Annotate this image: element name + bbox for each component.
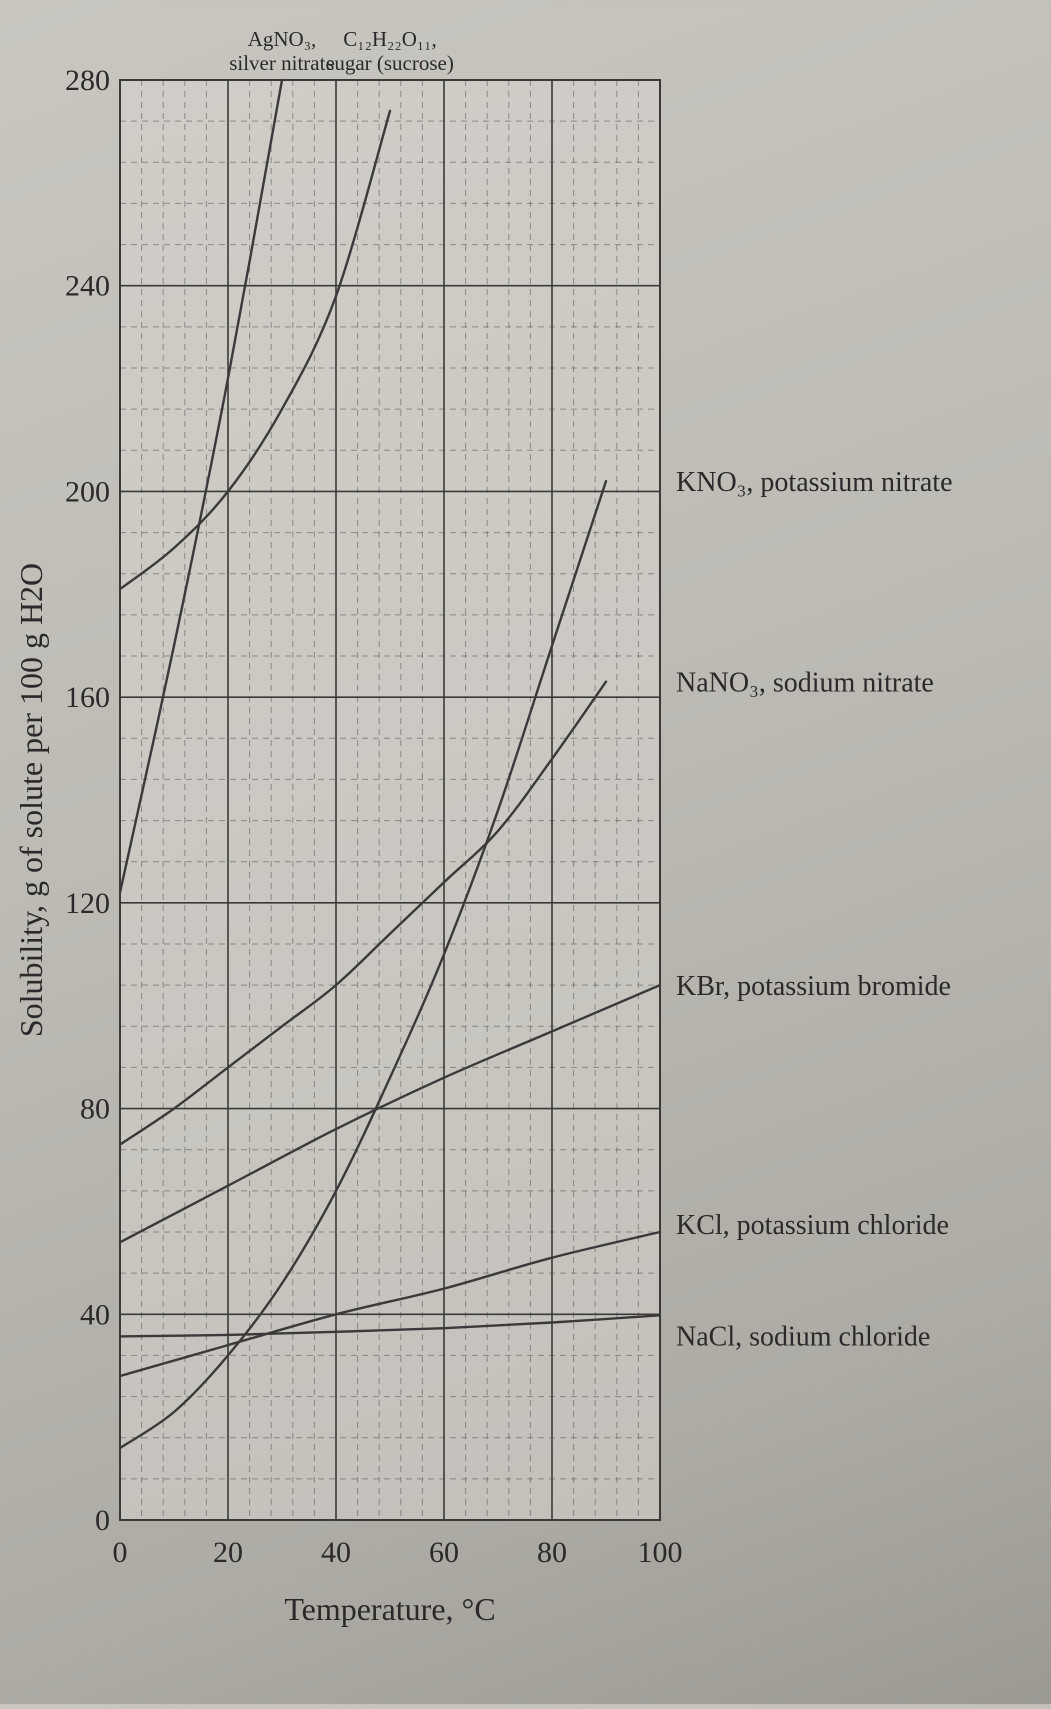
plot-background [120, 80, 660, 1520]
series-label: AgNO₃, [248, 27, 317, 51]
y-tick-labels: 0 40 80 120 160 200 240 280 [65, 64, 110, 1537]
series-label: KCl, potassium chloride [676, 1210, 949, 1241]
x-tick-labels: 0 20 40 60 80 100 [113, 1536, 683, 1569]
y-tick-label: 120 [65, 887, 110, 920]
series-label: C₁₂H₂₂O₁₁, [343, 27, 437, 51]
series-label: KBr, potassium bromide [676, 971, 951, 1002]
series-labels: AgNO₃,silver nitrate C₁₂H₂₂O₁₁,sugar (suc… [229, 27, 952, 1352]
series-label: sugar (sucrose) [326, 51, 454, 75]
series-label: NaCl, sodium chloride [676, 1321, 930, 1352]
minor-grid [120, 80, 660, 1520]
y-tick-label: 280 [65, 64, 110, 97]
x-tick-label: 100 [638, 1536, 683, 1569]
major-grid [120, 80, 660, 1520]
series-line [118, 479, 608, 1450]
series-line [118, 109, 392, 591]
y-tick-label: 0 [95, 1504, 110, 1537]
x-tick-label: 60 [429, 1536, 459, 1569]
plot-frame [119, 79, 661, 1521]
series-line [118, 983, 662, 1244]
series-line [118, 680, 608, 1146]
x-tick-label: 20 [213, 1536, 243, 1569]
y-tick-label: 200 [65, 475, 110, 508]
x-tick-label: 80 [537, 1536, 567, 1569]
series-label: NaNO₃, sodium nitrate [676, 668, 934, 699]
x-tick-label: 0 [113, 1536, 128, 1569]
x-tick-label: 40 [321, 1536, 351, 1569]
series-line [118, 1230, 662, 1378]
series-label: KNO₃, potassium nitrate [676, 467, 953, 498]
y-tick-label: 240 [65, 270, 110, 303]
series-line [118, 1314, 662, 1338]
plot-area [118, 78, 662, 1521]
y-axis-title: Solubility, g of solute per 100 g H2O [13, 563, 49, 1037]
x-axis-title: Temperature, °C [284, 1591, 495, 1627]
y-tick-label: 80 [80, 1093, 110, 1126]
series-line [118, 78, 284, 894]
series-label: silver nitrate [229, 51, 335, 75]
y-tick-label: 160 [65, 681, 110, 714]
y-tick-label: 40 [80, 1298, 110, 1331]
series-layer [118, 78, 662, 1450]
